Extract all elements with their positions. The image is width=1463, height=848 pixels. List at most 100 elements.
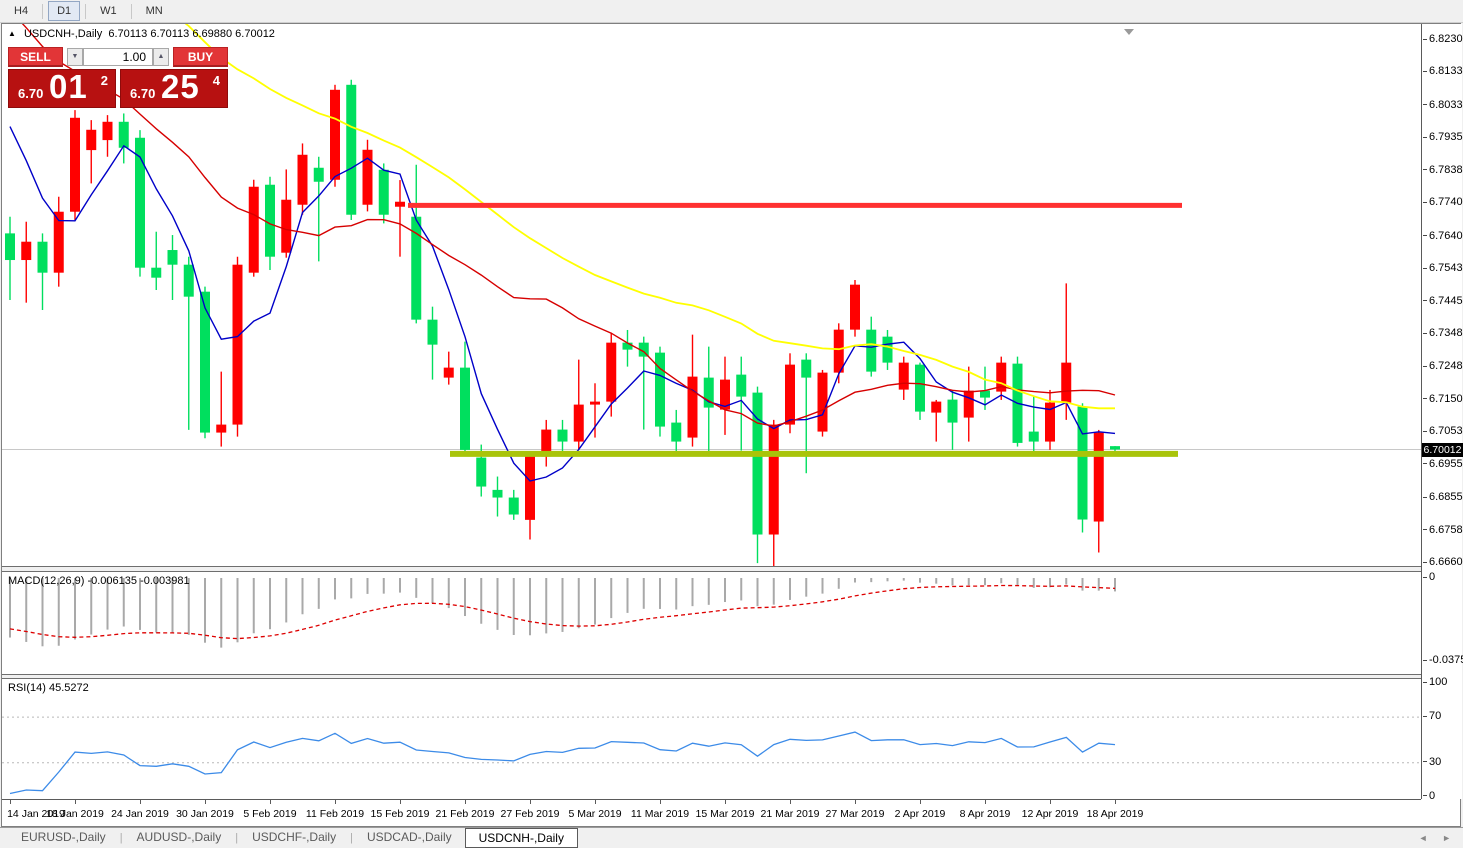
buy-price-pipette: 4 [212,73,220,88]
price-axis-label: 6.71505 [1423,393,1463,405]
price-axis-label: 6.77405 [1423,196,1463,208]
symbol-tab-eurusd[interactable]: EURUSD-,Daily [21,830,106,844]
time-axis-label: 15 Feb 2019 [370,808,430,820]
time-axis-tick [335,800,336,804]
price-axis-label: 6.74455 [1423,295,1463,307]
time-axis-label: 8 Apr 2019 [959,808,1011,820]
buy-button[interactable]: BUY [173,47,228,67]
chart-symbol: USDCNH-,Daily [23,28,103,40]
time-axis-tick [140,800,141,804]
macd-canvas[interactable] [2,572,1421,674]
chart-title: ▲ USDCNH-,Daily 6.70113 6.70113 6.69880 … [8,26,275,42]
time-axis-tick [660,800,661,804]
time-axis-tick [1050,800,1051,804]
current-price-tag: 6.70012 [1422,442,1463,457]
price-chart-canvas[interactable] [2,24,1421,566]
price-axis-label: 6.73480 [1423,327,1463,339]
chart-ohlc-values: 6.70113 6.70113 6.69880 6.70012 [108,28,275,40]
time-axis-label: 2 Apr 2019 [894,808,946,820]
buy-price-quote[interactable]: 6.70 25 4 [120,68,228,108]
time-axis-tick [1115,800,1116,804]
price-axis-label: 6.76405 [1423,230,1463,242]
time-axis[interactable]: 14 Jan 2019 18 Jan 2019 24 Jan 2019 30 Jan … [2,799,1421,826]
macd-axis-label: 0 [1423,571,1435,583]
moving-average-line-40 [184,24,1115,410]
timeframe-toolbar: H4 D1 W1 MN [0,0,1463,23]
toolbar-separator [85,3,87,19]
timeframe-button-d1[interactable]: D1 [48,1,81,21]
price-axis-label: 6.80330 [1423,99,1463,111]
timeframe-button-mn[interactable]: MN [145,5,163,17]
price-axis-label: 6.82305 [1423,33,1463,45]
time-axis-label: 18 Jan 2019 [46,808,104,820]
time-axis-tick [855,800,856,804]
collapse-icon[interactable]: ▲ [8,29,16,38]
time-axis-tick [205,800,206,804]
rsi-indicator-label: RSI(14) 45.5272 [8,682,89,694]
tab-separator: | [119,832,123,844]
buy-price-big-digits: 25 [161,68,200,105]
tab-separator: | [235,832,239,844]
symbol-tab-bar: EURUSD-,Daily | AUDUSD-,Daily | USDCHF-,Dail… [0,827,1463,848]
price-axis-label: 6.81330 [1423,65,1463,77]
chart-shift-marker-icon[interactable] [1124,29,1134,35]
price-axis-border [1421,24,1422,799]
time-axis-label: 12 Apr 2019 [1021,808,1079,820]
time-axis-tick [530,800,531,804]
price-axis[interactable]: 6.70012 6.82305 6.81330 6.80330 6.79355 6.78… [1422,24,1463,802]
time-axis-label: 24 Jan 2019 [111,808,169,820]
time-axis-label: 11 Feb 2019 [305,808,365,820]
rsi-axis-label: 0 [1423,790,1435,802]
rsi-axis-label: 30 [1423,756,1441,768]
time-axis-tick [75,800,76,804]
toolbar-separator [130,3,132,19]
price-axis-label: 6.67580 [1423,524,1463,536]
tab-scroll-arrows-icon[interactable]: ◄ ► [1418,833,1457,843]
time-axis-tick [920,800,921,804]
moving-average-line-20 [21,24,1116,427]
time-axis-label: 21 Feb 2019 [435,808,495,820]
macd-indicator-label: MACD(12,26,9) -0.006135 -0.003981 [8,575,190,587]
timeframe-button-h4[interactable]: H4 [14,5,29,17]
price-axis-label: 6.72480 [1423,360,1463,372]
volume-increase-icon[interactable]: ▲ [153,48,169,66]
time-axis-label: 18 Apr 2019 [1086,808,1144,820]
symbol-tab-usdchf[interactable]: USDCHF-,Daily [252,830,337,844]
pane-splitter[interactable] [2,566,1421,572]
macd-signal-line [9,584,1116,640]
volume-decrease-icon[interactable]: ▼ [67,48,83,66]
price-axis-label: 6.79355 [1423,131,1463,143]
rsi-canvas[interactable] [2,679,1421,798]
time-axis-label: 27 Feb 2019 [500,808,560,820]
symbol-tab-usdcad[interactable]: USDCAD-,Daily [366,830,452,844]
one-click-trade-panel: SELL ▼ 1.00 ▲ BUY 6.70 01 2 6.70 25 4 [8,47,228,108]
pane-splitter[interactable] [2,674,1421,679]
sell-price-big-digits: 01 [49,68,88,105]
toolbar-separator [42,3,44,19]
time-axis-label: 21 Mar 2019 [760,808,820,820]
sell-price-quote[interactable]: 6.70 01 2 [8,68,116,108]
sell-price-pipette: 2 [100,73,108,88]
macd-histogram [9,578,1116,648]
volume-input[interactable]: 1.00 [83,48,153,66]
symbol-tab-usdcnh[interactable]: USDCNH-,Daily [464,827,578,848]
time-axis-tick [10,800,11,804]
time-axis-label: 5 Mar 2019 [568,808,622,820]
sell-button[interactable]: SELL [8,47,63,67]
time-axis-tick [790,800,791,804]
time-axis-tick [725,800,726,804]
time-axis-tick [270,800,271,804]
timeframe-button-w1[interactable]: W1 [100,5,117,17]
price-axis-label: 6.70530 [1423,425,1463,437]
price-axis-label: 6.68555 [1423,491,1463,503]
time-axis-tick [465,800,466,804]
time-axis-label: 11 Mar 2019 [630,808,690,820]
rsi-axis-label: 70 [1423,710,1441,722]
rsi-line [9,731,1116,795]
buy-price-prefix: 6.70 [130,86,156,101]
time-axis-label: 27 Mar 2019 [825,808,885,820]
symbol-tab-audusd[interactable]: AUDUSD-,Daily [136,830,222,844]
time-axis-label: 14 Jan 2019 [7,808,65,820]
time-axis-tick [400,800,401,804]
